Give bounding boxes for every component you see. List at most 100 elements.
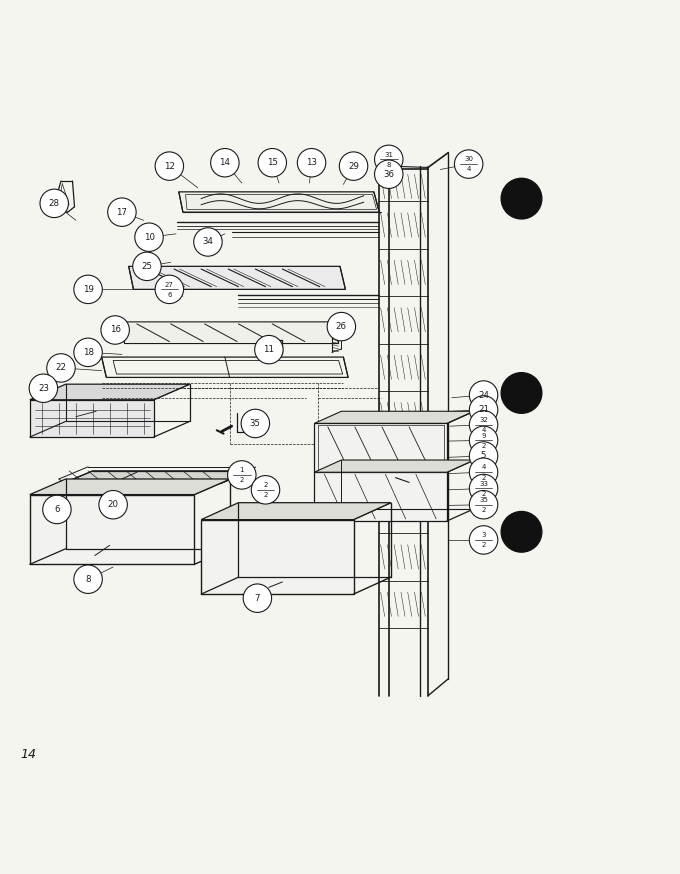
Text: 14: 14 bbox=[20, 748, 36, 760]
Text: 7: 7 bbox=[254, 593, 260, 603]
Text: 10: 10 bbox=[143, 232, 154, 242]
Text: 2: 2 bbox=[481, 475, 486, 481]
Circle shape bbox=[469, 475, 498, 503]
Circle shape bbox=[194, 228, 222, 256]
Circle shape bbox=[228, 461, 256, 489]
Circle shape bbox=[133, 252, 161, 281]
Text: 2: 2 bbox=[481, 507, 486, 513]
Circle shape bbox=[501, 511, 542, 552]
Polygon shape bbox=[120, 322, 339, 343]
Circle shape bbox=[469, 441, 498, 470]
Text: 14: 14 bbox=[220, 158, 231, 167]
Polygon shape bbox=[314, 424, 447, 472]
Circle shape bbox=[99, 490, 127, 519]
Circle shape bbox=[469, 381, 498, 409]
Text: 2: 2 bbox=[481, 443, 486, 449]
Circle shape bbox=[43, 496, 71, 524]
Text: 21: 21 bbox=[478, 406, 489, 414]
Circle shape bbox=[40, 189, 69, 218]
Text: 35: 35 bbox=[250, 419, 261, 428]
Text: 13: 13 bbox=[306, 158, 317, 167]
Text: 8: 8 bbox=[85, 575, 91, 584]
Circle shape bbox=[255, 336, 283, 364]
Text: 9: 9 bbox=[481, 433, 486, 439]
Circle shape bbox=[469, 458, 498, 487]
Text: 6: 6 bbox=[54, 505, 60, 514]
Text: 15: 15 bbox=[267, 158, 277, 167]
Circle shape bbox=[107, 198, 136, 226]
Polygon shape bbox=[314, 412, 474, 424]
Polygon shape bbox=[201, 503, 391, 520]
Text: 22: 22 bbox=[56, 364, 67, 372]
Circle shape bbox=[469, 490, 498, 519]
Text: 16: 16 bbox=[109, 325, 120, 335]
Polygon shape bbox=[30, 495, 194, 565]
Text: 1: 1 bbox=[239, 468, 244, 473]
Text: 2: 2 bbox=[239, 477, 244, 483]
Text: 31: 31 bbox=[384, 151, 393, 157]
Text: 2: 2 bbox=[263, 482, 268, 488]
Circle shape bbox=[74, 275, 102, 303]
Text: 24: 24 bbox=[478, 391, 489, 399]
Polygon shape bbox=[30, 399, 154, 437]
Text: 4: 4 bbox=[466, 167, 471, 172]
Polygon shape bbox=[64, 471, 251, 483]
Text: 5: 5 bbox=[481, 452, 486, 461]
Text: 26: 26 bbox=[336, 323, 347, 331]
Circle shape bbox=[327, 312, 356, 341]
Text: 35: 35 bbox=[479, 497, 488, 503]
Circle shape bbox=[469, 427, 498, 454]
Text: 11: 11 bbox=[263, 345, 275, 354]
Circle shape bbox=[47, 354, 75, 382]
Circle shape bbox=[501, 178, 542, 218]
Circle shape bbox=[29, 374, 58, 402]
Text: 2: 2 bbox=[263, 492, 268, 498]
Text: 36: 36 bbox=[384, 170, 394, 179]
Circle shape bbox=[252, 475, 279, 504]
Circle shape bbox=[297, 149, 326, 177]
Text: 4: 4 bbox=[481, 427, 486, 434]
Polygon shape bbox=[30, 479, 231, 495]
Circle shape bbox=[258, 149, 286, 177]
Circle shape bbox=[243, 584, 271, 613]
Circle shape bbox=[155, 152, 184, 180]
Text: 25: 25 bbox=[141, 262, 152, 271]
Circle shape bbox=[375, 160, 403, 189]
Text: 32: 32 bbox=[479, 417, 488, 423]
Polygon shape bbox=[129, 267, 345, 289]
Text: 3: 3 bbox=[481, 532, 486, 538]
Text: 34: 34 bbox=[203, 238, 214, 246]
Text: 18: 18 bbox=[82, 348, 94, 357]
Polygon shape bbox=[179, 192, 379, 212]
Circle shape bbox=[74, 338, 102, 366]
Text: 33: 33 bbox=[479, 481, 488, 487]
Circle shape bbox=[375, 145, 403, 174]
Polygon shape bbox=[314, 472, 447, 521]
Circle shape bbox=[135, 223, 163, 252]
Text: 8: 8 bbox=[386, 162, 391, 168]
Text: 17: 17 bbox=[116, 208, 127, 217]
Circle shape bbox=[101, 316, 129, 344]
Circle shape bbox=[211, 149, 239, 177]
Text: 23: 23 bbox=[38, 384, 49, 392]
Text: 29: 29 bbox=[348, 162, 359, 170]
Circle shape bbox=[469, 411, 498, 439]
Circle shape bbox=[339, 152, 368, 180]
Text: 20: 20 bbox=[107, 500, 118, 510]
Text: 12: 12 bbox=[164, 162, 175, 170]
Circle shape bbox=[469, 526, 498, 554]
Circle shape bbox=[501, 372, 542, 413]
Text: 4: 4 bbox=[481, 464, 486, 470]
Circle shape bbox=[74, 565, 102, 593]
Text: 19: 19 bbox=[83, 285, 94, 294]
Circle shape bbox=[469, 396, 498, 424]
Polygon shape bbox=[314, 460, 474, 472]
Text: 27: 27 bbox=[165, 281, 174, 288]
Circle shape bbox=[241, 409, 269, 438]
Text: 28: 28 bbox=[49, 199, 60, 208]
Text: 6: 6 bbox=[167, 292, 171, 298]
Polygon shape bbox=[201, 520, 354, 594]
Text: 30: 30 bbox=[464, 156, 473, 163]
Text: 2: 2 bbox=[481, 543, 486, 548]
Text: 2: 2 bbox=[481, 491, 486, 497]
